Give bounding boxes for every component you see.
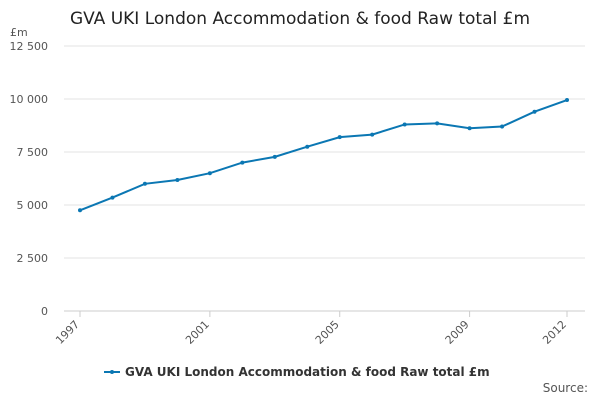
y-axis-label: £m xyxy=(10,26,28,39)
point xyxy=(500,124,505,129)
chart-title: GVA UKI London Accommodation & food Raw … xyxy=(70,9,530,29)
y-tick-label: 5 000 xyxy=(17,199,49,212)
y-tick-label: 2 500 xyxy=(17,252,49,265)
line xyxy=(79,99,568,212)
source: Source: xyxy=(543,381,588,395)
point xyxy=(532,109,537,114)
y-tick-label: 12 500 xyxy=(10,40,49,53)
x-tick-label: 2005 xyxy=(313,318,342,347)
point xyxy=(370,132,375,137)
x-tick-label: 2001 xyxy=(183,318,212,347)
x-tick-label: 1997 xyxy=(53,318,82,347)
y-tick-label: 10 000 xyxy=(10,93,49,106)
point xyxy=(78,208,82,213)
legend-label: GVA UKI London Accommodation & food Raw … xyxy=(125,365,490,379)
point xyxy=(337,135,342,140)
point xyxy=(142,181,147,186)
point xyxy=(467,126,472,131)
legend-marker xyxy=(110,370,114,374)
point xyxy=(175,177,180,182)
point xyxy=(305,144,310,149)
point xyxy=(402,122,407,127)
x-tick-label: 2012 xyxy=(540,318,569,347)
point xyxy=(110,195,115,200)
point xyxy=(565,98,569,103)
y-tick-label: 7 500 xyxy=(17,146,49,159)
y-tick-label: 0 xyxy=(41,305,48,318)
point xyxy=(240,160,245,165)
x-tick-label: 2009 xyxy=(443,318,472,347)
point xyxy=(272,154,277,159)
point xyxy=(435,121,440,126)
point xyxy=(207,171,212,176)
